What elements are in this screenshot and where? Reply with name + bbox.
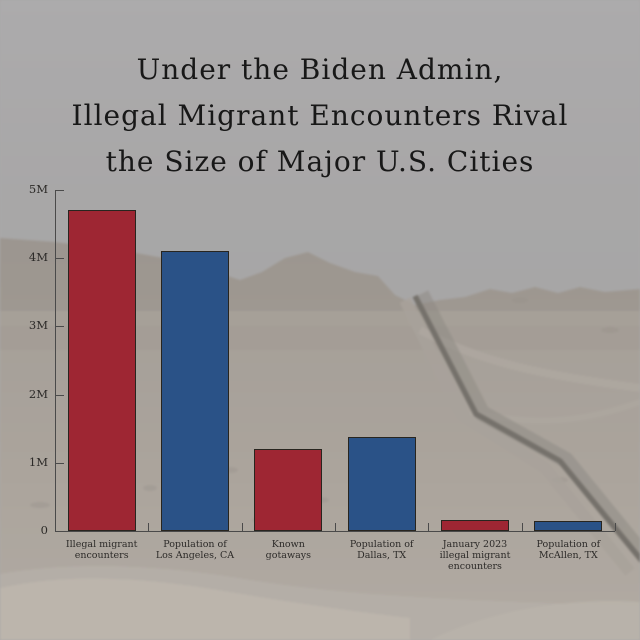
x-label-line: Population of [349,539,414,550]
y-tick-5m [56,190,64,191]
x-label-line: Population of [163,539,227,550]
x-boundary-tick-3 [335,523,336,531]
x-label-line: Population of [536,539,601,550]
x-label-line: encounters [74,550,129,561]
x-label-line: Dallas, TX [357,550,407,561]
y-tick-label-0: 0 [40,523,48,537]
chart-title-line-3: the Size of Major U.S. Cities [105,145,535,178]
y-tick-2m [56,394,64,396]
y-tick-label-4m: 4M [28,250,48,265]
x-label-line: Illegal migrant [65,539,138,550]
x-label-population-of-los-angeles-ca: Population of Los Angeles, CA [144,539,245,561]
dirt-road [399,297,635,576]
x-label-line: McAllen, TX [538,550,598,561]
x-label-illegal-migrant-encounters: Illegal migrant encounters [51,539,152,561]
x-boundary-tick-6 [615,523,616,531]
bar-population-of-los-angeles-ca [161,251,229,531]
x-boundary-tick-2 [241,523,243,531]
x-label-line: January 2023 [442,539,508,550]
chart-title: Under the Biden Admin, Illegal Migrant E… [0,47,640,185]
bar-illegal-migrant-encounters [67,210,136,531]
y-axis [55,190,56,531]
border-wall-shadow [413,290,640,564]
chart-title-line-2: Illegal Migrant Encounters Rival [71,99,569,132]
border-wall [412,294,640,563]
x-label-line: encounters [448,561,502,572]
y-tick-label-1m: 1M [28,454,48,469]
x-axis [55,531,615,532]
x-label-line: Los Angeles, CA [155,550,235,561]
sand-dune-right [430,601,640,640]
y-tick-4m [56,258,64,260]
y-tick-label-2m: 2M [28,386,48,401]
y-tick-3m [56,326,64,328]
x-boundary-tick-4 [428,523,430,531]
x-label-line: illegal migrant [439,550,511,561]
x-label-line: gotaways [265,550,311,561]
x-label-line: Known [271,539,305,550]
y-tick-label-5m: 5M [28,182,48,196]
x-boundary-tick-1 [148,523,150,531]
x-boundary-tick-5 [521,523,523,531]
y-tick-0 [56,531,64,532]
bar-known-gotaways [254,449,323,531]
y-tick-label-3m: 3M [28,318,48,333]
bar-population-of-dallas-tx [347,437,416,531]
x-label-january-2023-illegal-migrant-encounters: January 2023 illegal migrant encounters [424,539,525,572]
x-label-known-gotaways: Known gotaways [238,539,339,561]
bar-january-2023-illegal-migrant-encounters [441,520,509,531]
white-sand-mound [0,578,410,640]
x-label-population-of-mcallen-tx: Population of McAllen, TX [518,539,619,561]
y-tick-1m [56,462,64,464]
bar-population-of-mcallen-tx [534,521,603,531]
chart-title-line-1: Under the Biden Admin, [136,53,504,86]
x-label-population-of-dallas-tx: Population of Dallas, TX [331,539,432,561]
